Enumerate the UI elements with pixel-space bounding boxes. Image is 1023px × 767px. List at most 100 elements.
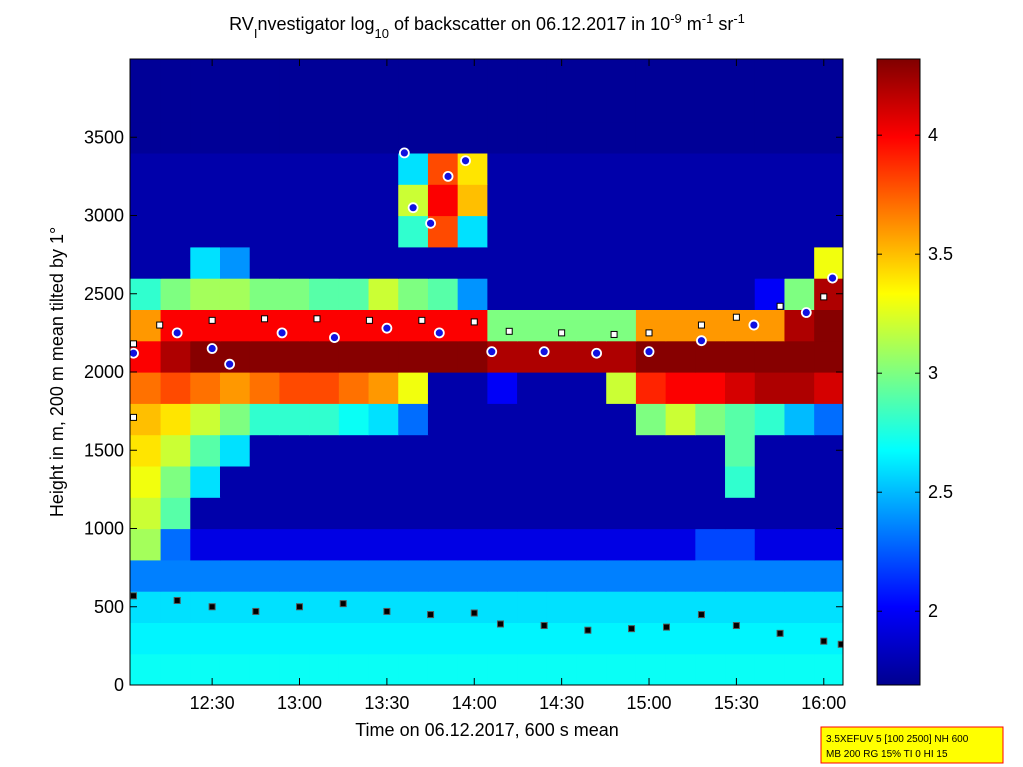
heat-cell	[160, 591, 191, 623]
heat-cell	[190, 121, 221, 154]
heat-cell	[398, 465, 429, 498]
heat-cell	[249, 246, 281, 279]
point	[418, 316, 426, 324]
heat-cell	[130, 246, 162, 279]
point	[130, 347, 139, 359]
heat-cell	[309, 59, 340, 91]
heat-cell	[784, 497, 815, 530]
heat-cell	[754, 591, 786, 623]
point	[398, 147, 410, 159]
heat-cell	[309, 497, 340, 530]
point	[208, 603, 216, 611]
heat-cell	[160, 59, 191, 91]
heat-cell	[784, 246, 815, 279]
heat-cell	[160, 653, 191, 685]
heat-cell	[309, 434, 340, 467]
heat-cell	[517, 59, 548, 91]
heat-cell	[398, 622, 429, 655]
heat-cell	[725, 246, 756, 279]
heat-cell	[606, 465, 637, 498]
heat-cell	[754, 434, 786, 467]
heat-cell	[398, 246, 429, 279]
heat-cell	[309, 528, 340, 561]
point	[276, 327, 288, 339]
heat-cell	[249, 528, 281, 561]
heat-cell	[398, 591, 429, 623]
title-part: -1	[702, 11, 714, 26]
heat-cell	[249, 403, 281, 436]
heat-cell	[160, 121, 191, 154]
point	[697, 611, 705, 619]
heat-cell	[398, 653, 429, 685]
heat-cell	[725, 90, 756, 123]
point	[776, 629, 784, 637]
heat-cell	[517, 184, 548, 217]
heat-cell	[517, 152, 548, 185]
heat-cell	[576, 591, 607, 623]
heat-cell	[398, 497, 429, 530]
heat-cell	[190, 372, 221, 404]
point	[313, 315, 321, 323]
heat-cell	[249, 215, 281, 248]
heat-cell	[338, 653, 370, 685]
heat-cell	[754, 528, 786, 561]
heat-cell	[309, 372, 340, 404]
heat-cell	[487, 653, 518, 685]
heat-cell	[279, 90, 310, 123]
point	[540, 622, 548, 630]
heat-cell	[190, 152, 221, 185]
heat-cell	[517, 278, 548, 310]
heat-cell	[546, 278, 578, 310]
title-part: of backscatter on 06.12.2017 in 10	[389, 14, 670, 34]
heat-cell	[219, 309, 251, 342]
heat-cell	[517, 246, 548, 279]
heat-cell	[665, 403, 696, 436]
heat-cell	[725, 653, 756, 685]
heat-cell	[695, 403, 726, 436]
heat-cell	[487, 309, 518, 342]
heat-cell	[606, 340, 637, 373]
heat-cell	[635, 184, 667, 217]
heat-cell	[635, 465, 667, 498]
heat-cell	[487, 246, 518, 279]
heat-cell	[338, 90, 370, 123]
heat-cell	[517, 403, 548, 436]
heat-cell	[190, 215, 221, 248]
heat-cell	[457, 59, 488, 91]
heat-cell	[754, 184, 786, 217]
heat-cell	[219, 559, 251, 592]
heat-cell	[309, 591, 340, 623]
heat-cell	[160, 403, 191, 436]
heat-cell	[784, 591, 815, 623]
point	[486, 346, 498, 358]
point	[827, 272, 838, 284]
x-tick-label: 15:30	[714, 693, 759, 713]
heat-cell	[190, 591, 221, 623]
y-tick-label: 0	[114, 675, 124, 695]
heat-cell	[249, 184, 281, 217]
heat-cell	[725, 184, 756, 217]
point	[558, 329, 566, 337]
heat-cell	[427, 372, 459, 404]
heat-cell	[606, 528, 637, 561]
title-part: -9	[670, 11, 682, 26]
heat-cell	[309, 121, 340, 154]
point	[460, 155, 471, 167]
heat-cell	[457, 465, 488, 498]
heat-cell	[309, 622, 340, 655]
heat-cell	[487, 434, 518, 467]
heat-cell	[606, 121, 637, 154]
heat-cell	[398, 215, 429, 248]
heat-cell	[190, 528, 221, 561]
point	[470, 609, 478, 617]
title-part: sr	[713, 14, 733, 34]
y-tick-label: 1000	[84, 519, 124, 539]
heat-cell	[725, 497, 756, 530]
heat-cell	[279, 184, 310, 217]
heat-cell	[487, 121, 518, 154]
point	[407, 202, 419, 214]
heat-cell	[576, 152, 607, 185]
heat-cell	[457, 434, 488, 467]
point	[365, 316, 373, 324]
heat-cell	[279, 215, 310, 248]
